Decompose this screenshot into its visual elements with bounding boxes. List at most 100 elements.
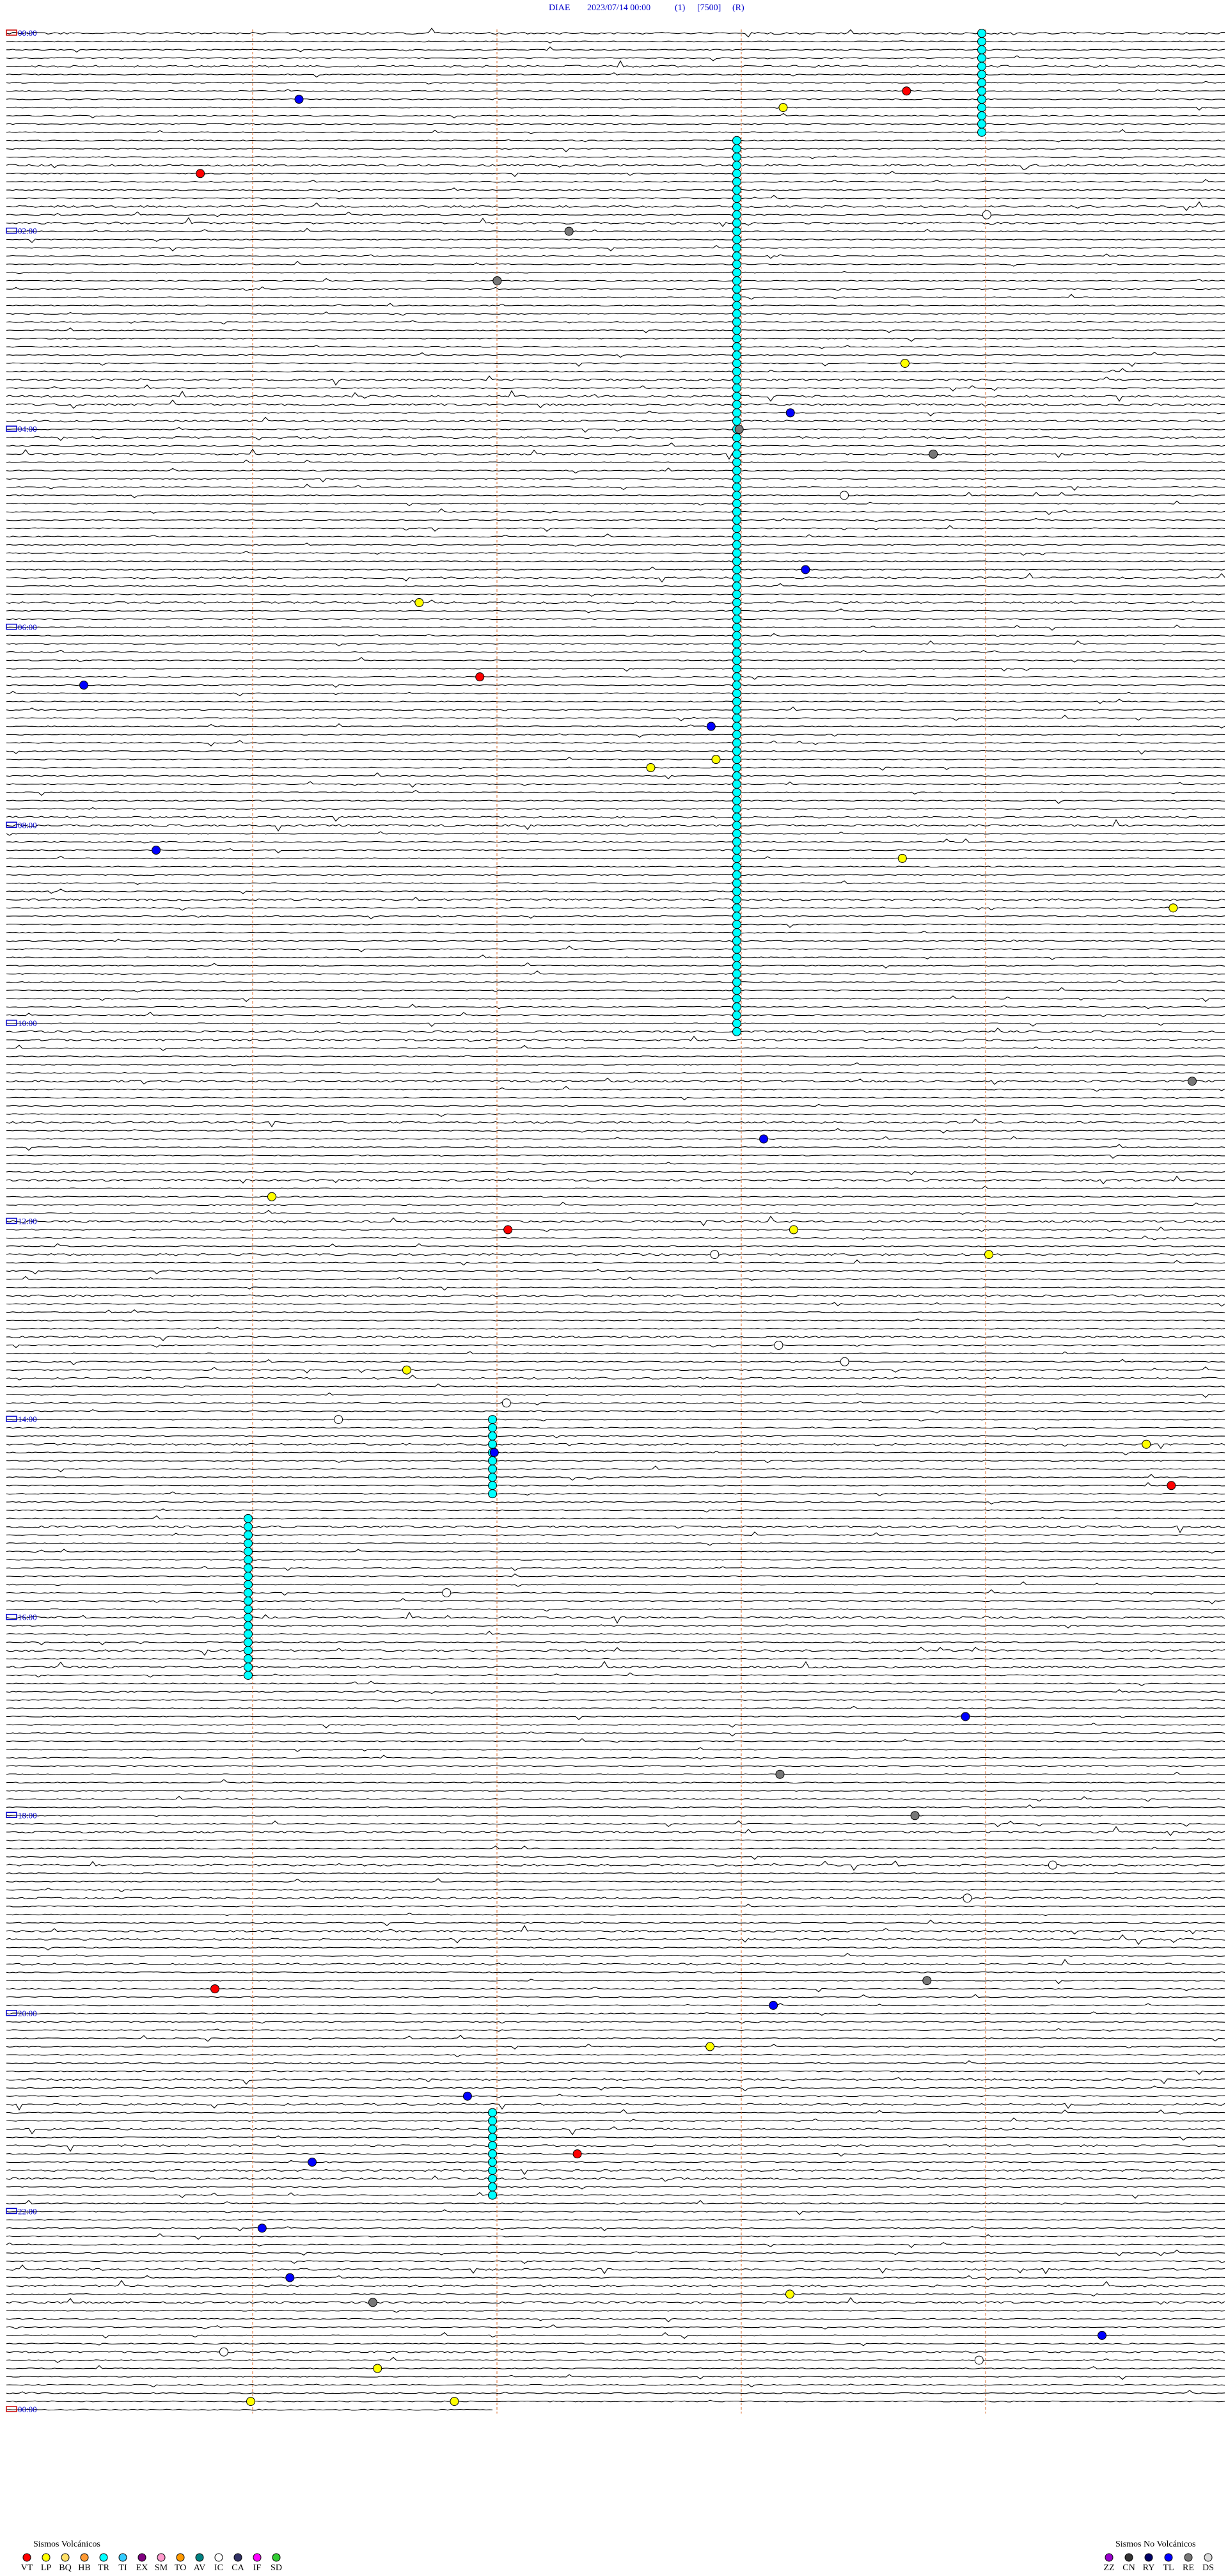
trace [6,1482,1225,1487]
event-marker [267,1192,276,1201]
legend-marker [214,2553,223,2562]
event-marker [732,812,741,822]
trace [6,1276,1225,1281]
trace [6,1302,1225,1307]
event-marker [572,2149,582,2159]
event-marker [732,697,741,706]
trace [6,1135,1225,1140]
trace [6,1542,1225,1546]
trace [6,733,1225,738]
trace [6,2324,1225,2330]
event-marker [732,920,741,929]
event-marker [244,1670,253,1680]
trace [6,1904,1225,1908]
event-marker [732,557,741,566]
trace [6,954,1225,960]
trace [6,491,1225,498]
event-marker [732,416,741,426]
trace [6,2275,1225,2280]
trace [6,1860,1225,1871]
event-marker [732,804,741,814]
trace [6,1491,1225,1496]
trace [6,1501,1225,1505]
event-marker [732,878,741,888]
event-marker [488,1456,497,1466]
event-marker [732,201,741,211]
trace [6,1460,1225,1464]
trace [6,1210,1225,1215]
event-marker [732,565,741,574]
event-marker [244,1547,253,1556]
event-marker [1169,903,1178,913]
event-marker [732,540,741,549]
legend-marker [118,2553,127,2562]
event-marker [732,747,741,756]
event-marker [488,2165,497,2175]
event-marker [732,787,741,797]
trace [6,649,1225,654]
trace [6,328,1225,333]
trace [6,345,1225,349]
event-marker [732,681,741,690]
trace [6,766,1225,771]
event-marker [488,2182,497,2192]
event-marker [840,1357,849,1366]
event-marker [1187,1077,1197,1086]
trace [6,2094,1225,2098]
event-marker [244,1588,253,1597]
trace [6,1826,1225,1837]
trace [6,171,1225,177]
trace [6,436,1225,441]
trace [6,384,1225,391]
event-marker [373,2364,382,2373]
trace [6,1004,1225,1009]
event-marker [152,846,161,855]
event-marker [732,903,741,913]
event-marker [1048,1860,1057,1870]
trace [6,1986,1225,1993]
time-grid [252,29,986,2414]
trace [6,1971,1225,1974]
trace [6,1442,1225,1450]
trace [6,1661,1225,1669]
trace [6,657,1225,663]
legend-marker [195,2553,204,2562]
trace [6,1581,1225,1587]
trace [6,1144,1225,1151]
event-marker [488,2158,497,2167]
trace [6,1790,1225,1792]
event-marker [564,226,574,236]
trace [6,1531,1225,1537]
trace [6,1838,1225,1842]
legend-label: IC [214,2563,223,2573]
trace [6,1185,1225,1190]
event-marker [732,161,741,170]
event-marker [732,977,741,987]
event-marker [732,647,741,657]
event-marker [732,474,741,484]
trace [6,239,1225,243]
trace [6,608,1225,613]
trace [6,1096,1225,1101]
trace [6,1647,1225,1656]
trace [6,1608,1225,1612]
trace [6,1731,1225,1737]
trace [6,1450,1225,1456]
event-marker [488,2149,497,2159]
trace [6,800,1225,804]
legend-title: Sismos Volcánicos [33,2540,100,2549]
trace [6,28,1225,38]
time-label: 08:00 [18,820,37,830]
event-marker [488,1423,497,1432]
trace [6,2117,1225,2122]
legend-marker [22,2553,31,2562]
time-label: 04:00 [18,424,37,434]
event-marker [732,961,741,970]
trace [6,2350,1225,2353]
event-marker [732,391,741,401]
event-marker [732,301,741,310]
event-marker [732,317,741,327]
legend-marker [1204,2553,1213,2562]
event-marker [929,449,938,459]
